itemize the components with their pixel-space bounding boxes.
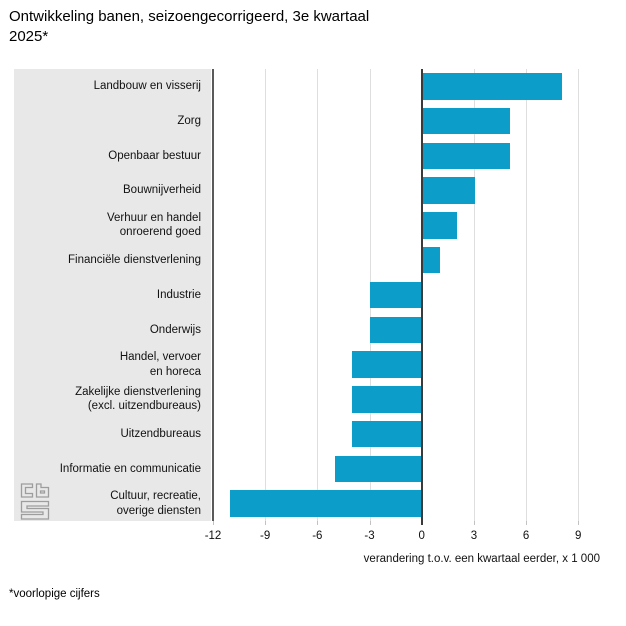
gridline [526,69,528,521]
gridline [473,69,475,521]
bar [352,351,422,378]
bar [422,212,458,239]
bar [352,386,422,413]
x-tick-label: 9 [575,530,582,542]
category-label: Financiële dienstverlening [68,253,201,266]
bar [422,142,510,170]
category-panel: Landbouw en visserij Zorg Openbaar bestuur… [14,69,211,521]
x-tick-label: -3 [364,530,375,542]
category-label: Informatie en communicatie [59,462,201,475]
category-label: Zakelijke dienstverlening (excl. uitzend… [75,385,201,413]
x-tick-label: 0 [418,530,425,542]
plot-area [212,69,620,521]
category-label: Onderwijs [149,323,201,336]
x-tick-label: -9 [260,530,271,542]
x-tick [526,521,528,525]
x-tick [420,521,423,525]
zero-line [420,69,423,521]
cbs-logo-icon [20,483,50,520]
category-label: Verhuur en handel onroerend goed [107,211,201,239]
x-tick [265,521,267,525]
bar-chart: Landbouw en visserij Zorg Openbaar bestuur… [14,69,620,569]
x-tick [578,521,580,525]
gridline [317,69,319,521]
category-label: Zorg [177,114,201,127]
x-axis-title: verandering t.o.v. een kwartaal eerder, … [363,553,600,565]
category-label: Handel, vervoer en horeca [119,351,201,378]
category-label: Landbouw en visserij [93,80,201,93]
category-label: Bouwnijverheid [123,184,201,197]
x-tick [213,521,214,525]
bar [352,420,422,448]
bar [369,281,422,309]
category-label: Cultuur, recreatie, overige diensten [110,490,201,517]
x-tick [473,521,475,525]
footnote: *voorlopige cijfers [9,588,100,600]
gridline [265,69,267,521]
bar [422,73,562,100]
x-tick-label: -12 [204,530,222,542]
x-tick-label: -6 [312,530,323,542]
x-tick [317,521,319,525]
chart-title: Ontwikkeling banen, seizoengecorrigeerd,… [9,8,370,45]
category-label: Openbaar bestuur [108,149,201,162]
category-label: Uitzendbureaus [120,427,201,440]
gridline [212,69,214,521]
x-tick-label: 6 [522,530,530,542]
bar [422,107,510,135]
gridline [578,69,580,521]
x-tick-label: 3 [470,530,478,542]
bar [230,490,422,517]
bar [369,316,422,344]
bar [422,246,441,274]
bar [422,177,475,204]
category-label: Industrie [156,288,201,301]
bar [334,455,422,483]
x-tick [369,521,371,525]
